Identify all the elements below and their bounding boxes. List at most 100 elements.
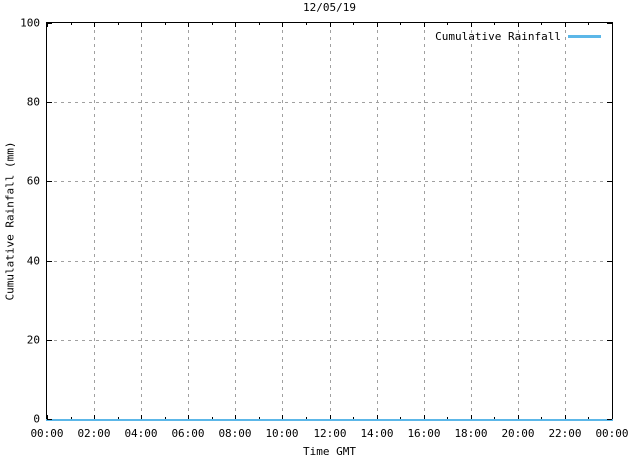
y-major-tick-left [47, 181, 52, 182]
series-line-cumulative-rainfall [46, 419, 613, 421]
x-minor-tick-bottom [494, 417, 495, 419]
x-minor-tick-top [212, 23, 213, 25]
y-tick-label: 60 [26, 174, 40, 188]
x-major-tick-top [330, 23, 331, 27]
gridline-vertical [424, 23, 425, 419]
x-major-tick-bottom [94, 415, 95, 419]
y-major-tick-left [47, 340, 52, 341]
x-minor-tick-top [306, 23, 307, 25]
x-minor-tick-bottom [212, 417, 213, 419]
x-tick-label: 10:00 [265, 427, 299, 440]
legend-line-sample [568, 35, 601, 38]
plot-area: Cumulative Rainfall [46, 22, 613, 421]
y-major-tick-right [607, 181, 612, 182]
y-major-tick-left [47, 23, 52, 24]
x-minor-tick-bottom [353, 417, 354, 419]
x-major-tick-top [235, 23, 236, 27]
x-major-tick-top [141, 23, 142, 27]
y-tick-label: 0 [33, 412, 40, 426]
gridline-vertical [141, 23, 142, 419]
x-major-tick-top [47, 23, 48, 27]
x-tick-label: 20:00 [501, 427, 535, 440]
gridline-vertical [330, 23, 331, 419]
x-tick-label: 02:00 [77, 427, 111, 440]
x-tick-label: 16:00 [407, 427, 441, 440]
x-minor-tick-top [165, 23, 166, 25]
y-major-tick-left [47, 419, 52, 420]
x-tick-label: 08:00 [218, 427, 252, 440]
y-major-tick-right [607, 340, 612, 341]
x-minor-tick-top [118, 23, 119, 25]
chart-title: 12/05/19 [303, 1, 356, 14]
x-minor-tick-top [400, 23, 401, 25]
x-minor-tick-top [71, 23, 72, 25]
gridline-vertical [377, 23, 378, 419]
x-tick-label: 14:00 [360, 427, 394, 440]
x-minor-tick-top [447, 23, 448, 25]
x-major-tick-bottom [612, 415, 613, 419]
x-minor-tick-top [588, 23, 589, 25]
x-axis-label: Time GMT [303, 445, 356, 458]
y-axis-label: Cumulative Rainfall (mm) [3, 141, 17, 301]
y-major-tick-left [47, 261, 52, 262]
x-major-tick-bottom [377, 415, 378, 419]
x-minor-tick-bottom [588, 417, 589, 419]
x-major-tick-bottom [141, 415, 142, 419]
x-major-tick-bottom [235, 415, 236, 419]
gridline-horizontal [47, 102, 612, 103]
x-tick-label: 22:00 [548, 427, 582, 440]
x-major-tick-bottom [330, 415, 331, 419]
x-major-tick-top [188, 23, 189, 27]
x-major-tick-bottom [47, 415, 48, 419]
x-major-tick-top [377, 23, 378, 27]
x-tick-label: 06:00 [171, 427, 205, 440]
x-minor-tick-bottom [259, 417, 260, 419]
gridline-vertical [282, 23, 283, 419]
x-major-tick-top [518, 23, 519, 27]
x-major-tick-bottom [424, 415, 425, 419]
x-tick-label: 00:00 [30, 427, 64, 440]
y-tick-label: 40 [26, 254, 40, 268]
y-major-tick-right [607, 261, 612, 262]
y-tick-label: 20 [26, 333, 40, 347]
gridline-vertical [94, 23, 95, 419]
x-minor-tick-bottom [118, 417, 119, 419]
x-major-tick-top [471, 23, 472, 27]
x-tick-label: 18:00 [454, 427, 488, 440]
x-major-tick-bottom [565, 415, 566, 419]
y-major-tick-left [47, 102, 52, 103]
gridline-horizontal [47, 261, 612, 262]
x-minor-tick-top [541, 23, 542, 25]
x-minor-tick-bottom [447, 417, 448, 419]
gridline-horizontal [47, 340, 612, 341]
x-minor-tick-bottom [306, 417, 307, 419]
x-minor-tick-bottom [541, 417, 542, 419]
x-minor-tick-bottom [400, 417, 401, 419]
gridline-vertical [235, 23, 236, 419]
gridline-vertical [188, 23, 189, 419]
x-major-tick-bottom [282, 415, 283, 419]
x-major-tick-bottom [188, 415, 189, 419]
x-minor-tick-top [494, 23, 495, 25]
x-major-tick-top [424, 23, 425, 27]
y-tick-label: 80 [26, 95, 40, 109]
gridline-vertical [565, 23, 566, 419]
gridline-horizontal [47, 181, 612, 182]
x-major-tick-top [612, 23, 613, 27]
y-major-tick-right [607, 419, 612, 420]
x-major-tick-top [565, 23, 566, 27]
x-tick-label: 00:00 [595, 427, 629, 440]
x-minor-tick-top [259, 23, 260, 25]
x-minor-tick-top [353, 23, 354, 25]
x-tick-label: 12:00 [313, 427, 347, 440]
x-major-tick-bottom [471, 415, 472, 419]
gridline-vertical [471, 23, 472, 419]
x-minor-tick-bottom [71, 417, 72, 419]
x-major-tick-top [94, 23, 95, 27]
x-major-tick-bottom [518, 415, 519, 419]
y-major-tick-right [607, 102, 612, 103]
legend-label: Cumulative Rainfall [435, 30, 561, 43]
x-minor-tick-bottom [165, 417, 166, 419]
y-major-tick-right [607, 23, 612, 24]
